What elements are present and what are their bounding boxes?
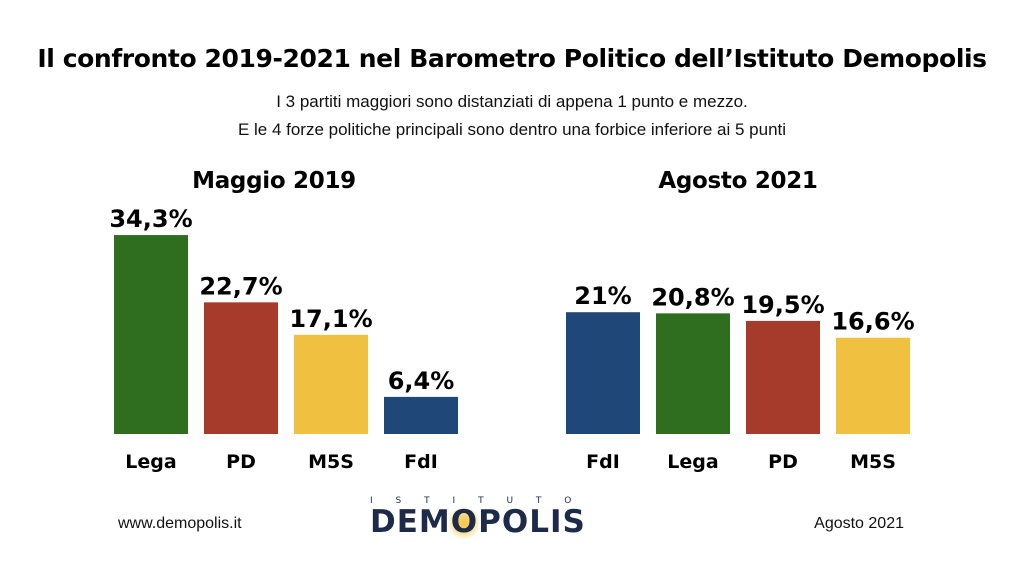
subtitle-line-1: I 3 partiti maggiori sono distanziati di… (276, 92, 748, 111)
bar-m5s (294, 334, 368, 434)
logo-subtitle: I S T I T U T O (370, 496, 572, 506)
data-label-lega: 34,3% (109, 205, 192, 233)
footer-date: Agosto 2021 (814, 515, 904, 532)
bar-fdi (566, 312, 640, 434)
category-label-fdi: FdI (404, 451, 438, 473)
bar-chart-2019: 34,3% Lega 22,7% PD 17,1% M5S 6,4% FdI (109, 205, 458, 473)
category-label-m5s: M5S (308, 451, 354, 473)
demopolis-logo: I S T I T U T O DEMOPOLIS (370, 496, 630, 544)
category-label-m5s: M5S (850, 451, 896, 473)
data-label-m5s: 17,1% (289, 305, 372, 333)
chart-panel-2021: Agosto 2021 21% FdI 20,8% Lega 19,5% PD 16,6% M… (552, 160, 924, 490)
category-label-pd: PD (768, 451, 798, 473)
category-label-pd: PD (226, 451, 256, 473)
bar-pd (746, 320, 820, 434)
category-label-lega: Lega (667, 451, 718, 473)
data-label-lega: 20,8% (651, 283, 734, 311)
data-label-fdi: 21% (574, 282, 631, 310)
chart-panel-2019: Maggio 2019 34,3% Lega 22,7% PD 17,1% M5S 6,4%… (100, 160, 472, 490)
bar-fdi (384, 396, 458, 434)
data-label-m5s: 16,6% (831, 308, 914, 336)
bar-chart-2021: 21% FdI 20,8% Lega 19,5% PD 16,6% M5S (566, 282, 915, 473)
website-link[interactable]: www.demopolis.it (118, 515, 242, 532)
bar-pd (204, 302, 278, 434)
logo-wordmark: DEMOPOLIS (370, 504, 586, 540)
chart-title-2019: Maggio 2019 (192, 168, 356, 194)
bar-lega (114, 235, 188, 434)
data-label-pd: 19,5% (741, 291, 824, 319)
bar-lega (656, 313, 730, 434)
data-label-pd: 22,7% (199, 272, 282, 300)
bar-m5s (836, 337, 910, 434)
chart-title-2021: Agosto 2021 (658, 168, 818, 194)
subtitle-line-2: E le 4 forze politiche principali sono d… (237, 120, 787, 139)
data-label-fdi: 6,4% (388, 367, 455, 395)
category-label-fdi: FdI (586, 451, 620, 473)
category-label-lega: Lega (125, 451, 176, 473)
page-title: Il confronto 2019-2021 nel Barometro Pol… (37, 44, 987, 73)
